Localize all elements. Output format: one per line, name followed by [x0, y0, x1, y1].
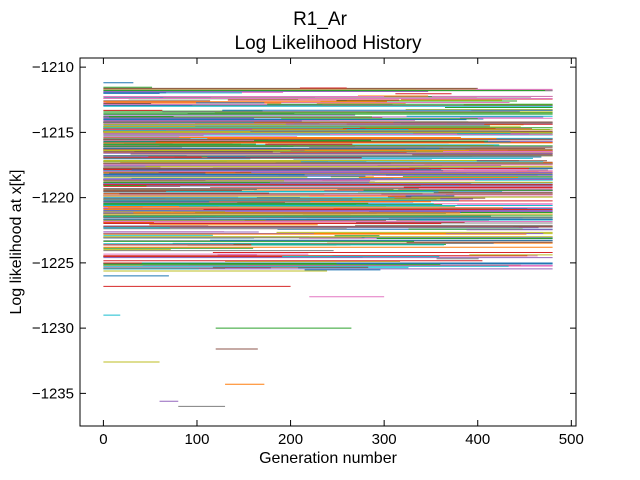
x-axis-label: Generation number	[259, 450, 398, 467]
y-tick-label: −1215	[32, 124, 74, 141]
figure-suptitle: R1_Ar	[293, 9, 348, 30]
y-tick-label: −1220	[32, 190, 74, 207]
y-tick-label: −1235	[32, 385, 74, 402]
y-axis-label: Log likelihood at x[k]	[8, 170, 25, 315]
x-axis: 0 100 200 300 400 500	[99, 58, 584, 448]
x-tick-label: 400	[465, 431, 490, 448]
x-tick-label: 200	[278, 431, 303, 448]
plot-area	[79, 57, 577, 427]
chart-title: Log Likelihood History	[235, 33, 422, 54]
y-tick-label: −1225	[32, 255, 74, 272]
x-tick-label: 500	[559, 431, 584, 448]
trace-lines	[103, 82, 553, 407]
y-axis: −1210 −1215 −1220 −1225 −1230 −1235	[32, 59, 576, 402]
y-tick-label: −1230	[32, 320, 74, 337]
x-tick-label: 300	[372, 431, 397, 448]
y-tick-label: −1210	[32, 59, 74, 76]
x-tick-label: 0	[99, 431, 107, 448]
plot-frame	[79, 57, 577, 427]
x-tick-label: 100	[184, 431, 209, 448]
